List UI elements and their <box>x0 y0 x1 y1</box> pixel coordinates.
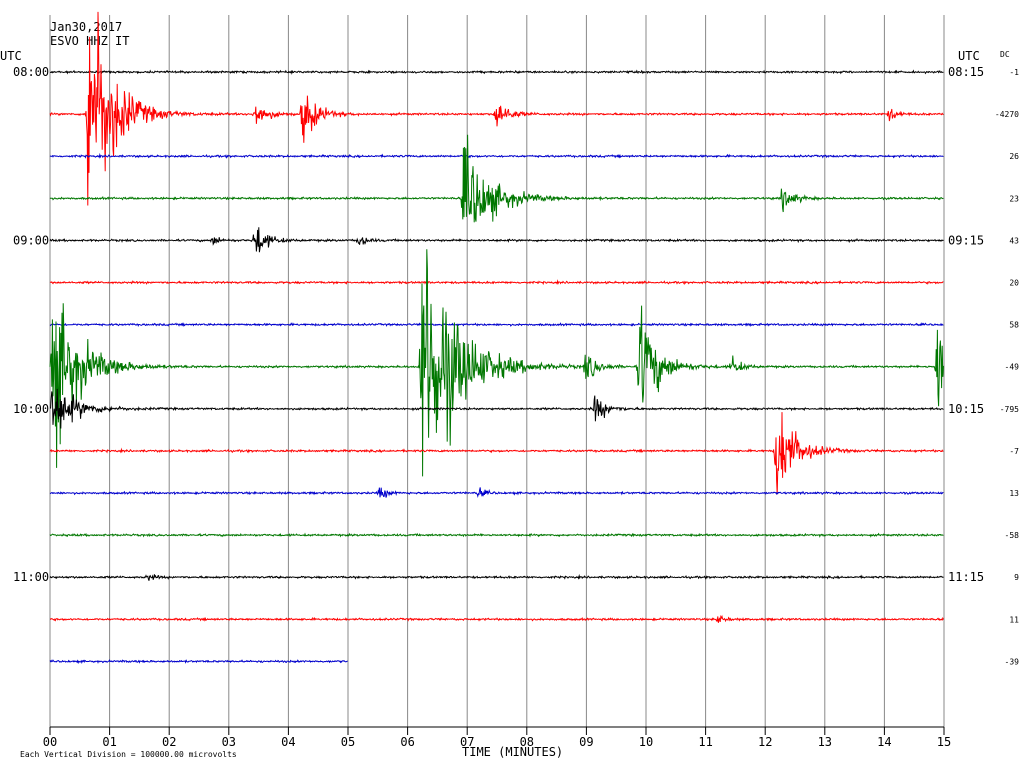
grid <box>49 15 945 727</box>
time-labels: 08:00 08:15 -1 -4270 26 23 09:00 09:15 43 20 58 -49… <box>13 65 1019 666</box>
dc-value: -7 <box>1009 447 1019 456</box>
dc-value: 23 <box>1009 194 1019 203</box>
utc-left-label: UTC <box>0 49 22 63</box>
x-tick-label: 12 <box>758 735 772 749</box>
x-tick-label: 11 <box>698 735 712 749</box>
dc-value: 11 <box>1009 615 1019 624</box>
trace-9-red <box>49 412 944 495</box>
dc-value: -4270 <box>995 110 1019 119</box>
trace-2-blue <box>49 152 944 159</box>
trace-5-red <box>49 279 944 286</box>
right-time-label: 08:15 <box>948 65 984 79</box>
x-tick-label: 05 <box>341 735 355 749</box>
dc-value: 58 <box>1009 321 1019 330</box>
x-tick-label: 03 <box>222 735 236 749</box>
left-time-label: 08:00 <box>13 65 49 79</box>
trace-6-blue <box>49 322 944 328</box>
x-tick-label: 06 <box>400 735 414 749</box>
x-tick-label: 04 <box>281 735 295 749</box>
x-tick-label: 10 <box>639 735 653 749</box>
trace-1-red <box>49 11 944 206</box>
scale-note: Each Vertical Division = 100000.00 micro… <box>20 750 237 759</box>
right-time-label: 11:15 <box>948 570 984 584</box>
trace-7-green <box>49 249 944 477</box>
trace-10-blue <box>49 487 944 498</box>
x-axis: 00 01 02 03 04 05 06 07 08 09 10 11 12 13 14 15 <box>43 726 951 749</box>
x-tick-label: 09 <box>579 735 593 749</box>
trace-0-black <box>49 69 944 75</box>
dc-value: 13 <box>1009 489 1019 498</box>
dc-value: 20 <box>1009 279 1019 288</box>
trace-8-black <box>49 388 944 429</box>
x-tick-label: 07 <box>460 735 474 749</box>
dc-value: -49 <box>1005 363 1020 372</box>
dc-value: 9 <box>1014 573 1019 582</box>
left-time-label: 09:00 <box>13 233 49 247</box>
left-time-label: 10:00 <box>13 402 49 416</box>
trace-13-red <box>50 614 944 623</box>
x-tick-label: 08 <box>520 735 534 749</box>
x-tick-label: 13 <box>818 735 832 749</box>
right-time-label: 09:15 <box>948 233 984 247</box>
left-time-label: 11:00 <box>13 570 49 584</box>
trace-14-blue <box>49 659 348 665</box>
x-tick-label: 02 <box>162 735 176 749</box>
trace-3-green <box>49 134 944 223</box>
dc-value: -1 <box>1009 68 1019 77</box>
trace-4-black <box>49 227 944 253</box>
utc-right-label: UTC <box>958 49 980 63</box>
trace-11-green <box>49 532 944 538</box>
dc-header-label: DC <box>1000 50 1010 59</box>
dc-value: -58 <box>1005 531 1020 540</box>
x-tick-label: 01 <box>102 735 116 749</box>
x-axis-title: TIME (MINUTES) <box>462 745 563 759</box>
date-label: Jan30,2017 <box>50 20 122 34</box>
x-tick-label: 15 <box>937 735 951 749</box>
right-time-label: 10:15 <box>948 402 984 416</box>
dc-value: 43 <box>1009 236 1019 245</box>
traces <box>49 11 944 665</box>
x-tick-label: 00 <box>43 735 57 749</box>
trace-12-black <box>49 573 944 581</box>
x-tick-label: 14 <box>877 735 891 749</box>
dc-value: -39 <box>1005 657 1020 666</box>
dc-value: 26 <box>1009 152 1019 161</box>
dc-value: -795 <box>1000 405 1019 414</box>
